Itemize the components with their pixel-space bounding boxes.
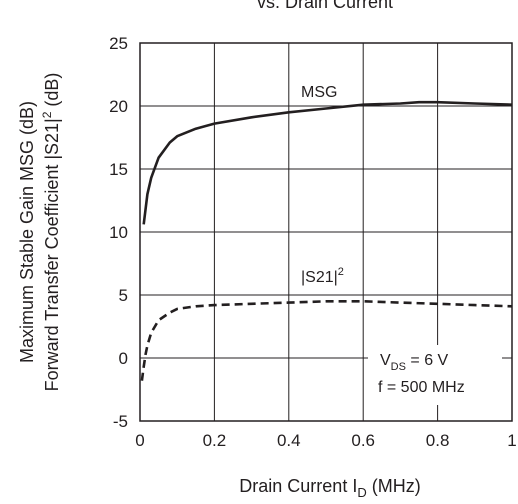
series-line-msg [142, 100, 513, 225]
x-axis-label-tail: (MHz) [367, 476, 421, 496]
freq-label: f = 500 MHz [378, 379, 465, 396]
condition-box [368, 345, 502, 405]
y-axis-label-1: Maximum Stable Gain MSG (dB) [17, 101, 37, 363]
x-tick-labels: 0 0.2 0.4 0.6 0.8 1 [135, 431, 516, 450]
vds-label: VDS = 6 V [380, 352, 449, 373]
y-axis-label-2-tail: (dB) [42, 73, 62, 112]
y-tick-label: 15 [109, 160, 128, 179]
y-tick-labels: -5 0 5 10 15 20 25 [109, 34, 128, 431]
x-tick-label: 0.8 [426, 431, 450, 450]
y-axis-label-2-main: Forward Transfer Coefficient |S21| [42, 118, 62, 391]
x-tick-label: 1 [507, 431, 516, 450]
y-tick-label: -5 [113, 412, 128, 431]
series-group [140, 100, 513, 381]
msg-label: MSG [301, 84, 337, 101]
s21-label-main: |S21| [301, 269, 338, 286]
x-axis-label-sub: D [357, 485, 366, 500]
vds-tail: = 6 V [406, 352, 449, 369]
chart-title: vs. Drain Current [257, 0, 393, 12]
y-axis-label-2-sup: 2 [40, 111, 54, 118]
x-axis-label: Drain Current ID (MHz) [239, 476, 420, 500]
vds-sub: DS [391, 361, 406, 373]
y-tick-label: 10 [109, 223, 128, 242]
vds-main: V [380, 352, 391, 369]
y-axis-label-2: Forward Transfer Coefficient |S21|2 (dB) [40, 73, 62, 392]
s21-label: |S21|2 [301, 266, 344, 286]
y-tick-label: 25 [109, 34, 128, 53]
x-tick-label: 0.4 [277, 431, 301, 450]
y-tick-label: 5 [119, 286, 128, 305]
x-tick-label: 0.6 [351, 431, 375, 450]
y-tick-label: 20 [109, 97, 128, 116]
y-tick-label: 0 [119, 349, 128, 368]
s21-label-sup: 2 [338, 266, 344, 278]
x-axis-label-main: Drain Current I [239, 476, 357, 496]
series-line-s21 [140, 299, 513, 381]
x-tick-label: 0.2 [203, 431, 227, 450]
x-tick-label: 0 [135, 431, 144, 450]
